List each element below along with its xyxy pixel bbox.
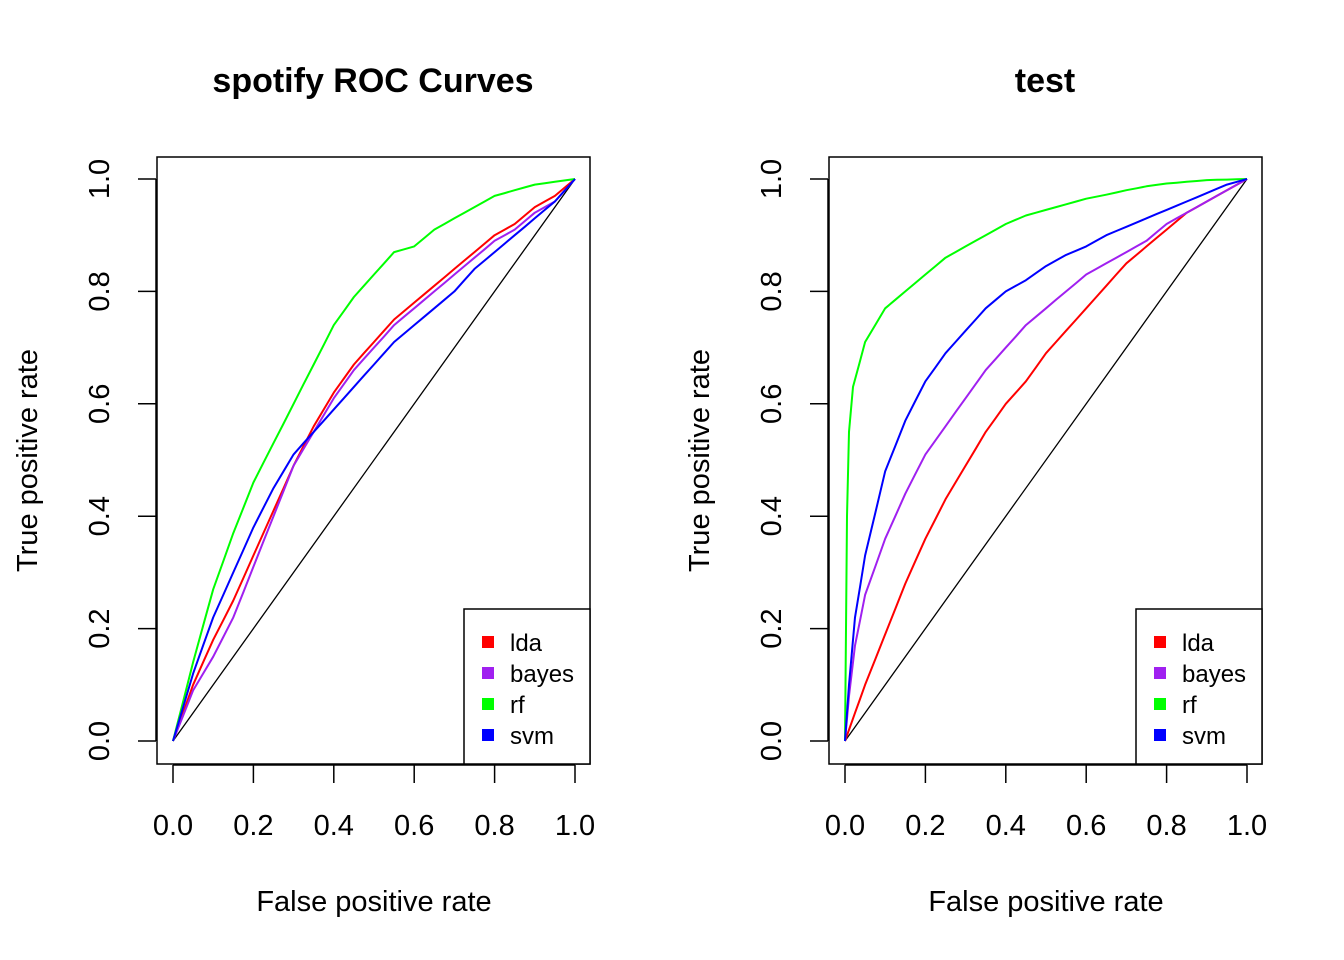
roc-curve-lda xyxy=(844,178,1248,742)
x-axis-label: False positive rate xyxy=(256,886,491,918)
legend-label-svm: svm xyxy=(1182,723,1226,750)
legend-label-bayes: bayes xyxy=(510,661,574,688)
legend-label-rf: rf xyxy=(1182,692,1197,719)
y-tick-label: 0.4 xyxy=(84,496,116,536)
x-axis-label: False positive rate xyxy=(928,886,1163,918)
legend-swatch-svm xyxy=(1154,729,1166,741)
roc-panel-spotify: spotify ROC Curves 0.0 0.2 0.4 0.6 0.8 1.0 0.0 0… xyxy=(12,62,595,918)
legend-label-rf: rf xyxy=(510,692,525,719)
x-tick-label: 0.8 xyxy=(1146,810,1186,842)
legend-swatch-bayes xyxy=(482,667,494,679)
x-tick-label: 0.6 xyxy=(1066,810,1106,842)
x-tick-label: 0.2 xyxy=(905,810,945,842)
y-tick-label: 0.0 xyxy=(756,721,788,761)
x-tick-label: 0.4 xyxy=(314,810,354,842)
y-tick-label: 0.6 xyxy=(84,384,116,424)
legend-label-svm: svm xyxy=(510,723,554,750)
x-tick-label: 0.4 xyxy=(986,810,1026,842)
legend-swatch-svm xyxy=(482,729,494,741)
legend-swatch-rf xyxy=(482,698,494,710)
legend-swatch-bayes xyxy=(1154,667,1166,679)
roc-curve-rf xyxy=(844,178,1248,742)
diagonal-reference-line xyxy=(172,178,576,742)
x-tick-label: 0.2 xyxy=(233,810,273,842)
roc-curve-bayes xyxy=(172,178,576,742)
chart-title: spotify ROC Curves xyxy=(212,62,533,100)
y-tick-label: 0.4 xyxy=(756,496,788,536)
y-tick-label: 1.0 xyxy=(84,159,116,199)
legend-swatch-lda xyxy=(1154,636,1166,648)
y-tick-label: 0.8 xyxy=(84,271,116,311)
y-tick-label: 0.2 xyxy=(84,608,116,648)
roc-curve-lda xyxy=(172,178,576,742)
x-tick-label: 0.0 xyxy=(153,810,193,842)
roc-curve-bayes xyxy=(844,178,1248,742)
roc-panel-test: test 0.0 0.2 0.4 0.6 0.8 1.0 0.0 0.2 0.4 0.6 0.8 1.0… xyxy=(684,62,1267,918)
x-tick-label: 0.0 xyxy=(825,810,865,842)
y-axis-label: True positive rate xyxy=(684,349,716,572)
x-tick-label: 0.8 xyxy=(474,810,514,842)
roc-curve-rf xyxy=(172,178,576,742)
legend-label-lda: lda xyxy=(510,630,543,657)
legend-swatch-lda xyxy=(482,636,494,648)
legend-label-bayes: bayes xyxy=(1182,661,1246,688)
y-tick-label: 0.8 xyxy=(756,271,788,311)
roc-curve-svm xyxy=(172,178,576,742)
y-tick-label: 1.0 xyxy=(756,159,788,199)
plot-frame xyxy=(156,156,591,765)
diagonal-reference-line xyxy=(844,178,1248,742)
x-tick-label: 0.6 xyxy=(394,810,434,842)
legend-swatch-rf xyxy=(1154,698,1166,710)
x-tick-label: 1.0 xyxy=(1227,810,1267,842)
y-axis-label: True positive rate xyxy=(12,349,44,572)
y-tick-label: 0.6 xyxy=(756,384,788,424)
y-tick-label: 0.2 xyxy=(756,608,788,648)
chart-title: test xyxy=(1015,62,1075,100)
x-tick-label: 1.0 xyxy=(555,810,595,842)
y-tick-label: 0.0 xyxy=(84,721,116,761)
plot-frame xyxy=(828,156,1263,765)
legend-label-lda: lda xyxy=(1182,630,1215,657)
roc-curve-svm xyxy=(844,178,1248,742)
